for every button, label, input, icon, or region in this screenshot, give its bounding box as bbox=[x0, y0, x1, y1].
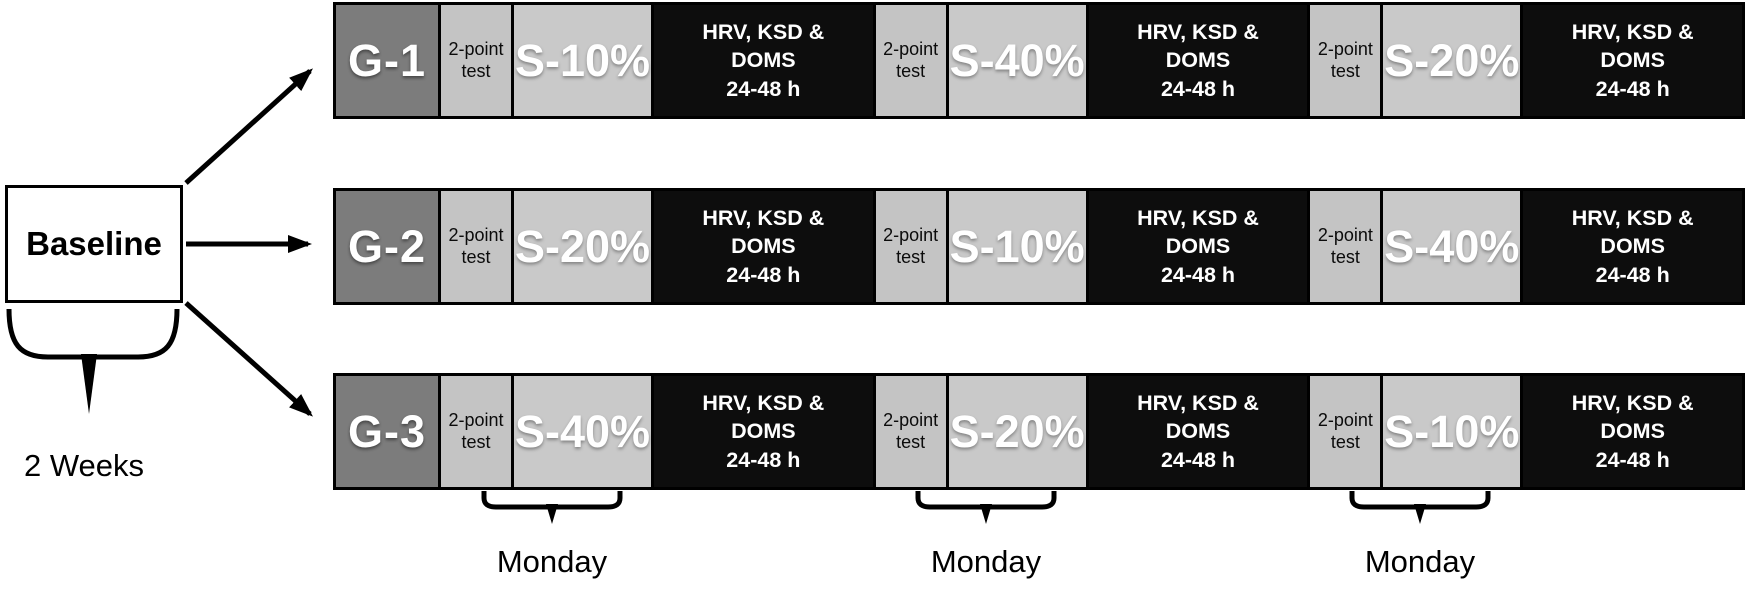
session-box: S-10% bbox=[945, 191, 1086, 302]
measures-box: HRV, KSD & DOMS 24-48 h bbox=[651, 376, 873, 487]
group-label: G-1 bbox=[347, 34, 426, 86]
monday-label-3: Monday bbox=[1364, 544, 1476, 579]
group-label: G-2 bbox=[347, 220, 426, 272]
measures-box: HRV, KSD & DOMS 24-48 h bbox=[651, 5, 873, 116]
session-box: S-20% bbox=[945, 376, 1086, 487]
measures-box: HRV, KSD & DOMS 24-48 h bbox=[1520, 191, 1743, 302]
monday-brace-1 bbox=[481, 491, 623, 524]
group-label: G-3 bbox=[347, 405, 426, 457]
two-point-test-box: 2-point test bbox=[438, 376, 511, 487]
session-box: S-20% bbox=[511, 191, 651, 302]
two-point-test-box: 2-point test bbox=[872, 5, 946, 116]
duration-label: 2 Weeks bbox=[24, 448, 145, 483]
session-label: S-20% bbox=[949, 405, 1085, 457]
session-label: S-40% bbox=[1384, 220, 1520, 272]
two-point-test-box: 2-point test bbox=[438, 5, 511, 116]
session-label: S-20% bbox=[1384, 34, 1520, 86]
two-point-test-box: 2-point test bbox=[872, 191, 946, 302]
session-label: S-40% bbox=[949, 34, 1085, 86]
arrow-baseline-to-g1 bbox=[184, 68, 313, 185]
measures-box: HRV, KSD & DOMS 24-48 h bbox=[1520, 376, 1743, 487]
baseline-duration-brace bbox=[6, 308, 180, 360]
session-box: S-40% bbox=[511, 376, 651, 487]
timeline-row-g2: G-2 2-point test S-20% HRV, KSD & DOMS 24-4… bbox=[333, 188, 1745, 305]
monday-label-2: Monday bbox=[930, 544, 1042, 579]
measures-box: HRV, KSD & DOMS 24-48 h bbox=[1520, 5, 1743, 116]
session-label: S-40% bbox=[514, 405, 651, 457]
group-box-g1: G-1 bbox=[336, 5, 438, 116]
monday-brace-2 bbox=[915, 491, 1057, 524]
session-label: S-10% bbox=[949, 220, 1085, 272]
measures-box: HRV, KSD & DOMS 24-48 h bbox=[651, 191, 873, 302]
two-point-test-box: 2-point test bbox=[872, 376, 946, 487]
baseline-duration-brace-tail bbox=[81, 354, 97, 414]
session-box: S-20% bbox=[1380, 5, 1521, 116]
session-label: S-10% bbox=[1384, 405, 1520, 457]
two-point-test-box: 2-point test bbox=[1307, 5, 1381, 116]
two-point-test-box: 2-point test bbox=[1307, 191, 1381, 302]
timeline-row-g3: G-3 2-point test S-40% HRV, KSD & DOMS 24-4… bbox=[333, 373, 1745, 490]
arrow-baseline-to-g3 bbox=[184, 301, 313, 417]
monday-brace-3 bbox=[1349, 491, 1491, 524]
timeline-row-g1: G-1 2-point test S-10% HRV, KSD & DOMS 24-4… bbox=[333, 2, 1745, 119]
baseline-box: Baseline bbox=[5, 185, 183, 303]
two-point-test-box: 2-point test bbox=[1307, 376, 1381, 487]
session-box: S-40% bbox=[1380, 191, 1521, 302]
session-label: S-10% bbox=[514, 34, 651, 86]
session-box: S-10% bbox=[1380, 376, 1521, 487]
monday-label-1: Monday bbox=[496, 544, 608, 579]
session-label: S-20% bbox=[514, 220, 651, 272]
measures-box: HRV, KSD & DOMS 24-48 h bbox=[1085, 376, 1308, 487]
group-box-g2: G-2 bbox=[336, 191, 438, 302]
two-point-test-box: 2-point test bbox=[438, 191, 511, 302]
measures-box: HRV, KSD & DOMS 24-48 h bbox=[1085, 191, 1308, 302]
session-box: S-40% bbox=[945, 5, 1086, 116]
group-box-g3: G-3 bbox=[336, 376, 438, 487]
baseline-label: Baseline bbox=[26, 225, 162, 262]
session-box: S-10% bbox=[511, 5, 651, 116]
measures-box: HRV, KSD & DOMS 24-48 h bbox=[1085, 5, 1308, 116]
